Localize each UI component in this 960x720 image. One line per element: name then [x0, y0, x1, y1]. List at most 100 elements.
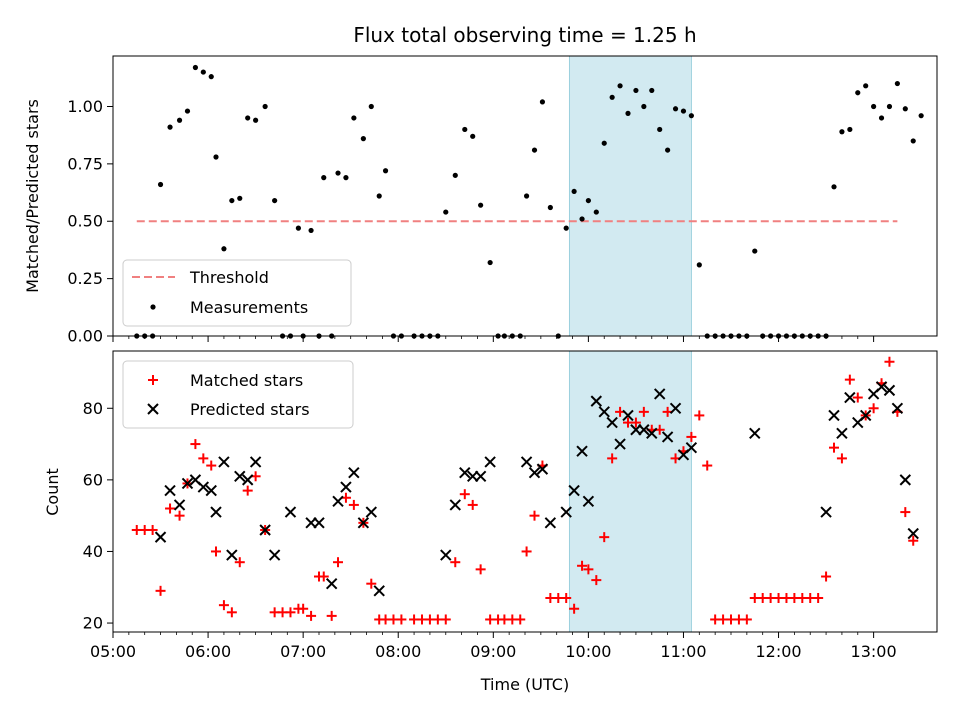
- measurement-point: [157, 181, 164, 188]
- predicted-star-point: [520, 456, 533, 468]
- bottom-highlight-band: [568, 350, 692, 633]
- predicted-star-point: [373, 585, 385, 597]
- matched-star-point: [226, 607, 237, 618]
- measurement-point: [672, 106, 679, 112]
- measurement-point: [886, 103, 893, 110]
- predicted-star-point: [249, 456, 262, 468]
- matched-star-point: [306, 610, 317, 621]
- predicted-star-point: [325, 577, 338, 590]
- measurement-point: [878, 115, 885, 121]
- predicted-star-point: [576, 445, 588, 457]
- predicted-star-point: [440, 549, 452, 561]
- predicted-star-point: [582, 495, 595, 508]
- matched-star-point: [459, 489, 470, 500]
- measurement-point: [633, 87, 639, 94]
- matched-legend-swatch: [148, 375, 158, 385]
- top-y-tick-label: 0.75: [67, 154, 103, 173]
- predicted-star-point: [859, 409, 872, 422]
- measurement-point: [894, 80, 900, 87]
- measurement-point: [641, 103, 647, 110]
- matched-star-point: [599, 532, 610, 543]
- measurement-point: [547, 204, 553, 211]
- measurement-point: [563, 225, 569, 231]
- predicted-star-point: [646, 427, 658, 440]
- measurement-point: [229, 197, 235, 204]
- predicted-star-point: [899, 474, 912, 486]
- top-y-tick-label: 0.00: [67, 327, 103, 346]
- predicted-star-point: [474, 470, 487, 482]
- predicted-star-point: [590, 395, 603, 407]
- predicted-star-point: [653, 388, 666, 400]
- measurement-point: [855, 90, 861, 96]
- measurement-point: [688, 113, 694, 119]
- measurement-point: [167, 124, 173, 130]
- top-y-tick-label: 0.25: [67, 269, 103, 288]
- x-tick-label: 12:00: [755, 642, 801, 661]
- predicted-star-point: [622, 409, 634, 422]
- matched-star-point: [396, 614, 407, 625]
- measurement-point: [208, 74, 214, 80]
- measurements-legend-swatch: [150, 304, 156, 310]
- measurements-legend-label: Measurements: [190, 298, 308, 317]
- matched-star-point: [348, 499, 359, 510]
- matched-legend-label: Matched stars: [190, 371, 303, 390]
- predicted-star-point: [875, 381, 888, 393]
- predicted-star-point: [528, 466, 541, 479]
- top-legend-box: [122, 259, 352, 327]
- predicted-star-point: [598, 406, 610, 418]
- predicted-legend-label: Predicted stars: [190, 400, 310, 419]
- measurement-point: [308, 227, 314, 234]
- measurement-point: [478, 202, 484, 208]
- matched-star-point: [475, 564, 486, 575]
- predicted-star-point: [348, 466, 360, 479]
- predicted-star-point: [836, 427, 848, 440]
- matched-star-point: [190, 439, 201, 450]
- measurement-point: [321, 175, 327, 181]
- bottom-y-axis-label: Count: [43, 468, 62, 516]
- x-tick-label: 08:00: [375, 642, 421, 661]
- measurement-point: [382, 168, 389, 174]
- predicted-star-point: [614, 438, 626, 450]
- measurement-point: [376, 193, 382, 199]
- matched-star-point: [174, 510, 185, 521]
- predicted-star-point: [259, 524, 271, 536]
- predicted-star-point: [164, 484, 176, 497]
- measurement-point: [237, 195, 243, 201]
- matched-star-point: [813, 592, 824, 603]
- x-tick-label: 07:00: [280, 642, 326, 661]
- measurement-point: [487, 259, 493, 266]
- predicted-star-point: [218, 456, 230, 468]
- measurement-point: [617, 83, 623, 89]
- measurement-point: [847, 126, 853, 133]
- predicted-star-point: [749, 427, 761, 440]
- matched-star-point: [165, 503, 176, 514]
- measurement-point: [253, 117, 259, 123]
- x-tick-label: 05:00: [90, 642, 136, 661]
- top-legend: Threshold Measurements: [122, 259, 352, 327]
- predicted-star-point: [357, 517, 370, 529]
- predicted-star-point: [210, 506, 222, 518]
- x-tick-label: 11:00: [660, 642, 706, 661]
- top-chart-title: Flux total observing time = 1.25 h: [353, 23, 696, 47]
- measurement-point: [531, 147, 538, 153]
- predicted-star-point: [241, 474, 254, 486]
- predicted-star-point: [284, 506, 297, 518]
- matched-star-point: [569, 603, 580, 614]
- predicted-star-point: [560, 506, 572, 518]
- bottom-legend: Matched stars Predicted stars: [122, 360, 354, 429]
- predicted-star-point: [268, 549, 281, 561]
- matched-star-point: [829, 442, 839, 453]
- matched-star-point: [298, 603, 309, 614]
- matched-star-point: [561, 592, 572, 603]
- predicted-star-point: [459, 466, 471, 479]
- predicted-star-point: [313, 517, 325, 529]
- predicted-star-point: [449, 499, 461, 511]
- matched-star-point: [218, 600, 229, 611]
- measurement-point: [176, 117, 183, 123]
- top-y-axis-label: Matched/Predicted stars: [23, 99, 42, 293]
- bottom-y-tick-label: 60: [83, 470, 103, 489]
- predicted-star-point: [820, 506, 832, 518]
